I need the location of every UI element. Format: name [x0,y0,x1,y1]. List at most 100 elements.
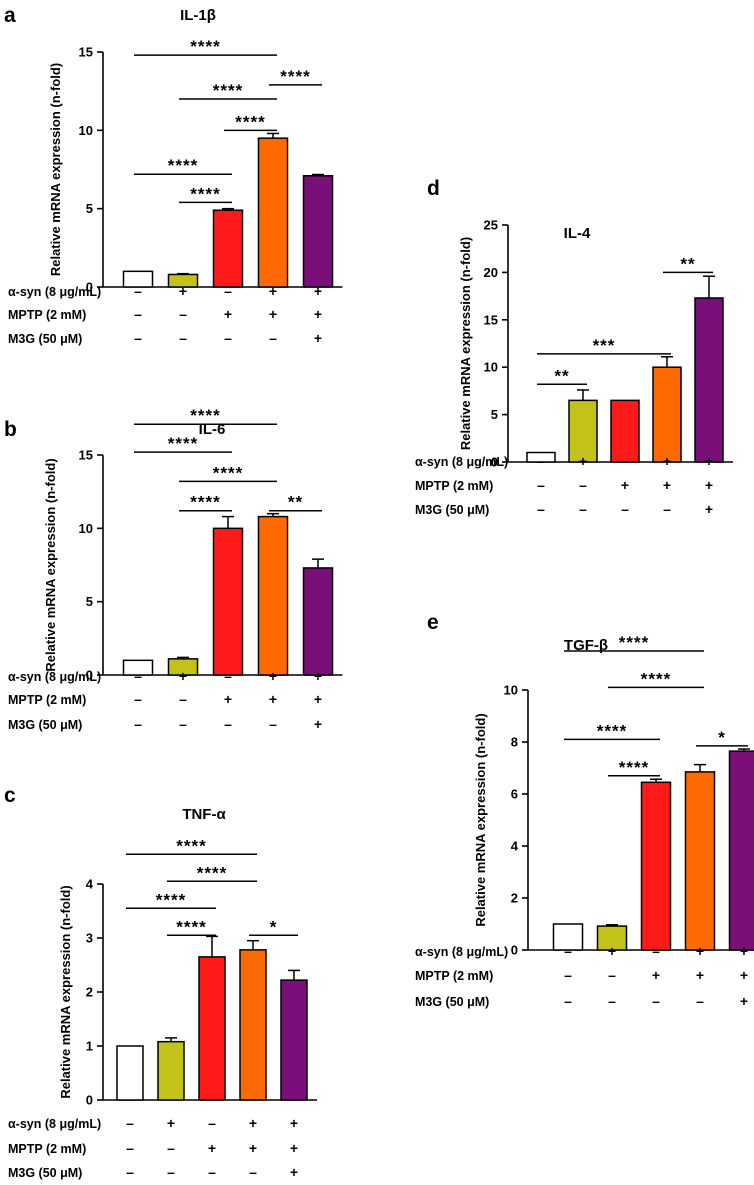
condition-sign: + [579,453,587,469]
significance-stars: **** [190,493,220,512]
error-bar-2 [577,389,589,401]
condition-sign: – [537,477,545,493]
error-bar-2 [606,924,618,927]
significance-stars: **** [213,81,243,100]
error-bar-5 [312,558,324,568]
condition-sign: – [134,330,142,346]
panel-letter: a [4,4,16,27]
bar-5 [694,297,724,463]
chart-panel-a: a IL-1β Relative mRNA expression (n-fold) 0… [4,4,343,346]
significance-stars: ** [554,366,569,385]
condition-sign: – [608,967,616,983]
significance-bracket: **** [269,67,322,86]
condition-sign: + [314,691,322,707]
condition-sign: – [564,993,572,1009]
significance-stars: **** [176,917,206,936]
condition-sign: – [126,1115,134,1131]
condition-sign: + [249,1115,257,1131]
significance-stars: **** [213,463,243,482]
condition-sign: – [579,501,587,517]
bar-5 [302,567,334,676]
significance-bracket: **** [179,184,232,203]
error-bar-4 [694,763,706,772]
condition-sign: – [126,1164,134,1180]
condition-label: M3G (50 μM) [415,995,489,1009]
significance-bracket: **** [179,463,277,482]
condition-label: M3G (50 μM) [8,718,82,732]
bar-5 [280,979,308,1101]
condition-sign: + [179,283,187,299]
bar-4 [652,366,682,463]
condition-sign: + [314,306,322,322]
condition-sign: + [705,453,713,469]
significance-stars: **** [597,721,627,740]
significance-bracket: ** [269,493,322,512]
condition-sign: + [621,477,629,493]
error-bar-4 [661,356,673,368]
significance-stars: * [270,917,278,936]
condition-sign: + [179,668,187,684]
chart-panel-c: c TNF-α Relative mRNA expression (n-fold) 0… [4,784,317,1180]
y-tick-label: 4 [86,877,94,892]
significance-stars: **** [619,758,649,777]
condition-sign: – [269,716,277,732]
significance-bracket: **** [167,917,216,936]
significance-bracket: **** [134,406,277,425]
error-bar-5 [738,748,750,752]
condition-label: MPTP (2 mM) [415,969,493,983]
y-tick-label: 15 [484,312,498,327]
significance-stars: **** [168,156,198,175]
condition-sign: – [134,668,142,684]
significance-stars: ** [680,254,695,273]
condition-sign: + [167,1115,175,1131]
condition-sign: + [740,967,748,983]
significance-bracket: **** [564,633,704,652]
significance-stars: **** [156,890,186,909]
condition-sign: – [167,1140,175,1156]
condition-label: M3G (50 μM) [8,1166,82,1180]
condition-sign: – [621,453,629,469]
bar-3 [212,527,244,676]
condition-sign: + [290,1164,298,1180]
condition-label: M3G (50 μM) [415,503,489,517]
condition-label: MPTP (2 mM) [8,308,86,322]
significance-bracket: **** [179,493,232,512]
bar-3 [610,399,640,463]
bar-4 [257,515,289,676]
y-tick-label: 10 [504,683,518,698]
condition-label: MPTP (2 mM) [8,1142,86,1156]
y-tick-label: 2 [86,985,93,1000]
condition-label: M3G (50 μM) [8,332,82,346]
significance-bracket: **** [134,37,277,56]
bar-1 [526,451,556,463]
y-tick-label: 6 [511,787,518,802]
y-tick-label: 1 [86,1039,93,1054]
condition-sign: – [249,1164,257,1180]
y-tick-label: 0 [86,1093,93,1108]
y-tick-label: 5 [86,201,93,216]
condition-sign: + [269,691,277,707]
significance-bracket: * [696,728,748,747]
condition-sign: – [224,283,232,299]
condition-sign: – [537,501,545,517]
condition-label: α-syn (8 μg/mL) [415,455,508,469]
condition-sign: – [564,967,572,983]
condition-label: MPTP (2 mM) [8,693,86,707]
y-axis-label: Relative mRNA expression (n-fold) [48,63,63,276]
chart-title: IL-4 [564,225,591,242]
y-tick-label: 0 [511,943,518,958]
bar-1 [116,1045,144,1101]
y-tick-label: 8 [511,735,518,750]
significance-stars: **** [168,434,198,453]
significance-stars: **** [641,669,671,688]
condition-label: α-syn (8 μg/mL) [8,1117,101,1131]
condition-sign: + [608,943,616,959]
y-tick-label: 4 [511,839,519,854]
significance-bracket: **** [608,758,660,777]
condition-sign: + [663,453,671,469]
bar-2 [157,1040,185,1101]
significance-stars: **** [176,836,206,855]
error-bar-5 [312,173,324,176]
y-tick-label: 5 [491,407,498,422]
y-tick-label: 0 [491,455,498,470]
